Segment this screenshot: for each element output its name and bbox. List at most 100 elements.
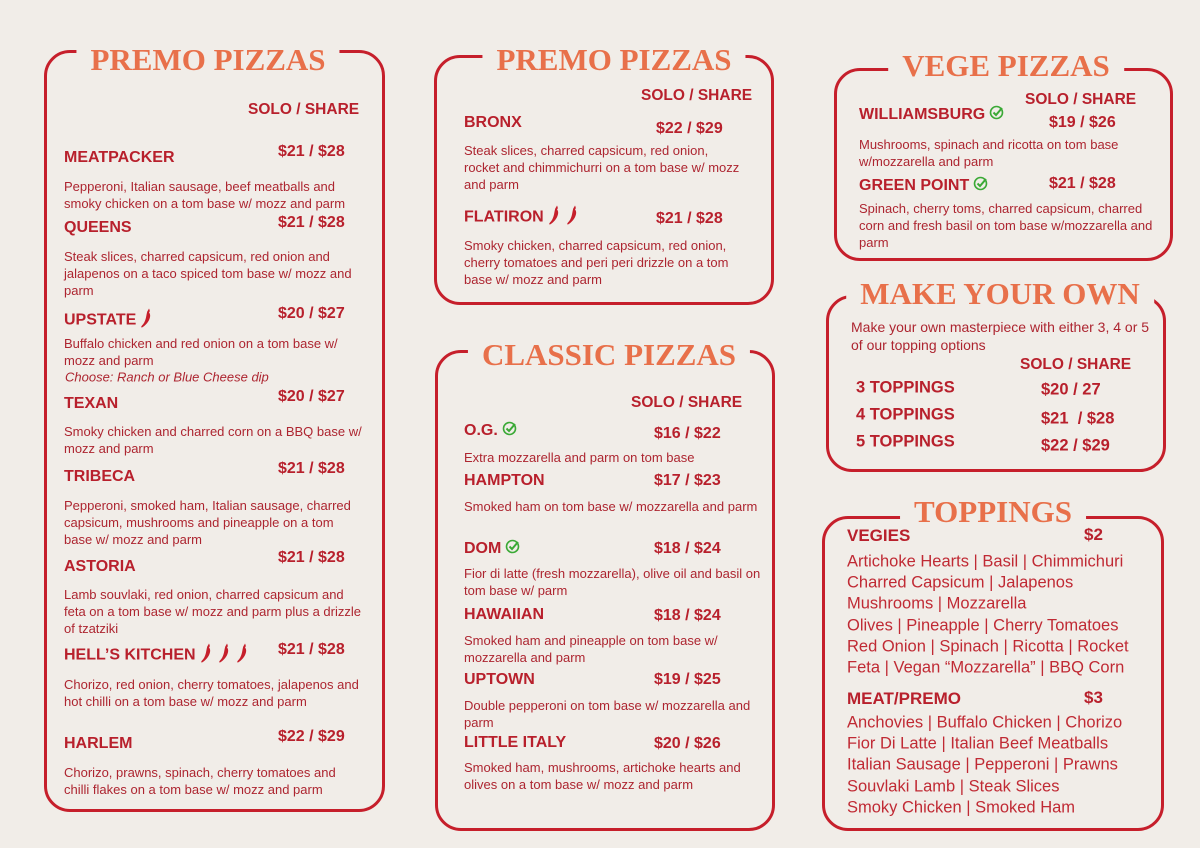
item-description: Chorizo, prawns, spinach, cherry tomatoe… <box>64 765 336 797</box>
item-name: DOM <box>464 540 502 557</box>
option-price: $22 / $29 <box>1041 436 1110 455</box>
item-name-row: LITTLE ITALY <box>464 734 566 752</box>
item-description: Steak slices, charred capsicum, red onio… <box>64 249 352 298</box>
item-note: Choose: Ranch or Blue Cheese dip <box>65 369 269 385</box>
column-header: SOLO / SHARE <box>1025 91 1137 108</box>
item-price: $22 / $29 <box>656 120 723 137</box>
item-description: Extra mozzarella and parm on tom base <box>464 450 695 465</box>
item-name-row: DOM <box>464 539 520 559</box>
item-description: Spinach, cherry toms, charred capsicum, … <box>859 201 1153 250</box>
item-price: $17 / $23 <box>654 472 721 489</box>
group-price: $3 <box>1084 688 1103 707</box>
item-description: Mushrooms, spinach and ricotta on tom ba… <box>859 137 1119 169</box>
item-price: $21 / $28 <box>278 143 345 160</box>
item-name: GREEN POINT <box>859 177 970 194</box>
panel-title: TOPPINGS <box>900 494 1086 530</box>
item-name-row: TRIBECA <box>64 468 135 486</box>
column-header: SOLO / SHARE <box>641 87 753 104</box>
icon <box>989 105 1004 125</box>
item-name-row: HARLEM <box>64 735 132 753</box>
item-price: $20 / $27 <box>278 388 345 405</box>
topping-line: Olives | Pineapple | Cherry Tomatoes <box>847 616 1119 635</box>
item-description: Double pepperoni on tom base w/ mozzarel… <box>464 698 751 730</box>
item-name: BRONX <box>464 114 522 131</box>
column-header: SOLO / SHARE <box>248 101 360 118</box>
topping-line: Charred Capsicum | Jalapenos <box>847 573 1074 592</box>
panel-title: PREMO PIZZAS <box>482 42 746 78</box>
panel-title: PREMO PIZZAS <box>76 42 340 78</box>
column-header: SOLO / SHARE <box>1020 356 1132 373</box>
icon <box>502 421 517 441</box>
item-name: HARLEM <box>64 735 133 752</box>
group-name: VEGIES <box>847 526 911 545</box>
icon <box>548 204 562 231</box>
item-name-row: ASTORIA <box>64 558 136 576</box>
item-name: HELL’S KITCHEN <box>64 646 196 663</box>
item-name: UPTOWN <box>464 671 535 688</box>
item-price: $19 / $25 <box>654 671 721 688</box>
item-description: Steak slices, charred capsicum, red onio… <box>464 143 740 192</box>
item-name-row: BRONX <box>464 114 522 132</box>
item-name-row: UPSTATE <box>64 307 154 334</box>
icon <box>200 642 214 669</box>
item-name: QUEENS <box>64 219 132 236</box>
icon <box>140 307 154 334</box>
intro: Make your own masterpiece with either 3,… <box>851 319 1150 353</box>
topping-line: Red Onion | Spinach | Ricotta | Rocket <box>847 637 1129 656</box>
item-description: Smoked ham and pineapple on tom base w/ … <box>464 633 718 665</box>
item-description: Fior di latte (fresh mozzarella), olive … <box>464 566 761 598</box>
topping-line: Fior Di Latte | Italian Beef Meatballs <box>847 734 1109 753</box>
group-price: $2 <box>1084 525 1103 544</box>
item-description: Pepperoni, smoked ham, Italian sausage, … <box>64 498 351 547</box>
item-name-row: HAWAIIAN <box>464 606 544 624</box>
icon <box>218 642 232 669</box>
item-description: Buffalo chicken and red onion on a tom b… <box>64 336 338 368</box>
item-price: $18 / $24 <box>654 540 721 557</box>
item-price: $21 / $28 <box>278 460 345 477</box>
item-name: UPSTATE <box>64 311 137 328</box>
panel-title: MAKE YOUR OWN <box>846 276 1154 312</box>
item-name-row: HELL’S KITCHEN <box>64 642 250 669</box>
item-name-row: UPTOWN <box>464 671 535 689</box>
topping-line: Smoky Chicken | Smoked Ham <box>847 798 1076 817</box>
panel-title: CLASSIC PIZZAS <box>467 337 751 373</box>
item-description: Pepperoni, Italian sausage, beef meatbal… <box>64 179 346 211</box>
item-price: $21 / $28 <box>278 641 345 658</box>
item-name: WILLIAMSBURG <box>859 106 986 123</box>
item-name: LITTLE ITALY <box>464 734 567 751</box>
item-name: ASTORIA <box>64 558 136 575</box>
panel-title: VEGE PIZZAS <box>888 48 1124 84</box>
topping-line: Italian Sausage | Pepperoni | Prawns <box>847 755 1118 774</box>
item-price: $20 / $26 <box>654 735 721 752</box>
item-name-row: GREEN POINT <box>859 176 988 196</box>
topping-line: Anchovies | Buffalo Chicken | Chorizo <box>847 713 1123 732</box>
item-name-row: FLATIRON <box>464 204 580 231</box>
item-name: O.G. <box>464 422 498 439</box>
icon <box>566 204 580 231</box>
topping-line: Mushrooms | Mozzarella <box>847 594 1027 613</box>
item-price: $21 / $28 <box>656 210 723 227</box>
item-price: $20 / $27 <box>278 305 345 322</box>
icon <box>973 176 988 196</box>
group-name: MEAT/PREMO <box>847 689 961 708</box>
item-name-row: HAMPTON <box>464 472 545 490</box>
item-name: FLATIRON <box>464 208 544 225</box>
item-price: $21 / $28 <box>278 549 345 566</box>
column-header: SOLO / SHARE <box>631 394 743 411</box>
item-name-row: WILLIAMSBURG <box>859 105 1004 125</box>
option-name: 4 TOPPINGS <box>856 405 955 424</box>
item-price: $21 / $28 <box>278 214 345 231</box>
topping-line: Feta | Vegan “Mozzarella” | BBQ Corn <box>847 658 1125 677</box>
item-description: Smoked ham on tom base w/ mozzarella and… <box>464 499 758 514</box>
item-price: $16 / $22 <box>654 425 721 442</box>
option-price: $20 / 27 <box>1041 380 1101 399</box>
item-name: HAWAIIAN <box>464 606 544 623</box>
item-description: Smoked ham, mushrooms, artichoke hearts … <box>464 760 741 792</box>
item-description: Smoky chicken and charred corn on a BBQ … <box>64 424 362 456</box>
item-description: Lamb souvlaki, red onion, charred capsic… <box>64 587 361 636</box>
item-price: $21 / $28 <box>1049 175 1116 192</box>
icon <box>236 642 250 669</box>
